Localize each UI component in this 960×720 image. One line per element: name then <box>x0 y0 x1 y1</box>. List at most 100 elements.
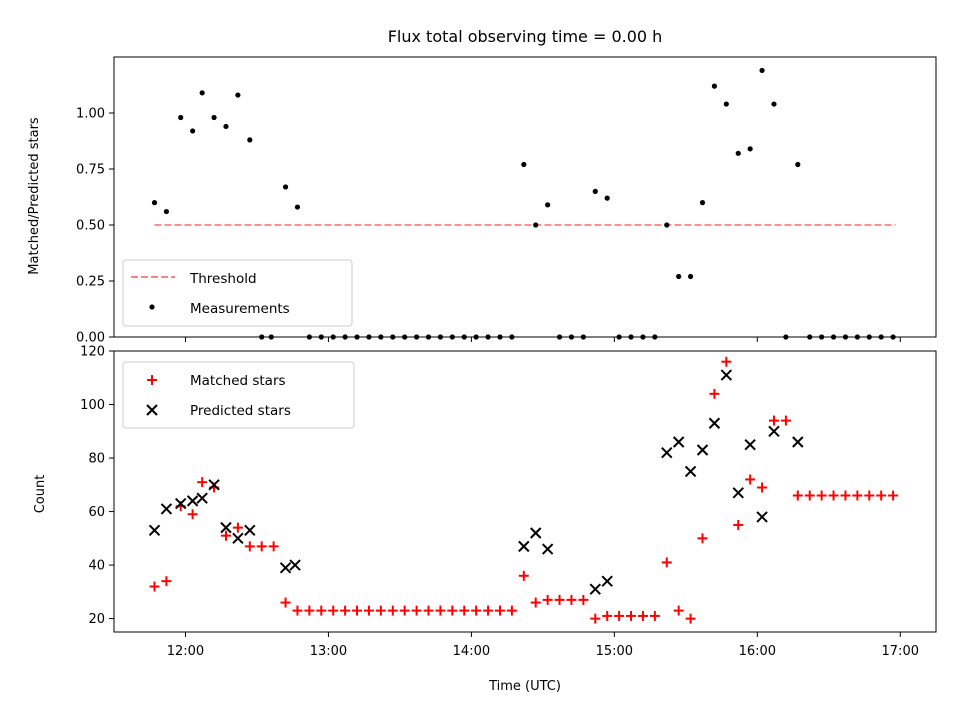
matched-star-point <box>316 605 327 616</box>
bottom-x-tick-label: 14:00 <box>453 644 490 659</box>
matched-star-point <box>768 415 779 426</box>
matched-star-point <box>566 594 577 605</box>
top-y-tick-label: 1.00 <box>76 107 105 122</box>
measurement-point <box>771 101 777 107</box>
matched-star-point <box>232 522 243 533</box>
matched-star-point <box>816 490 827 501</box>
measurement-point <box>747 146 753 152</box>
bottom-x-tick-label: 16:00 <box>739 644 776 659</box>
predicted-star-point <box>696 444 709 456</box>
measurement-point <box>282 184 289 190</box>
bottom-x-tick-label: 15:00 <box>596 644 633 659</box>
matched-star-point <box>554 594 565 605</box>
legend-matched-label: Matched stars <box>190 373 286 389</box>
matched-star-point <box>399 605 410 616</box>
top-x-ticks <box>184 337 901 342</box>
legend-predicted-marker <box>146 404 158 416</box>
matched-star-point <box>542 594 553 605</box>
top-y-tick-label: 0.75 <box>76 163 105 178</box>
measurement-point <box>190 128 196 134</box>
matched-star-point <box>447 605 458 616</box>
predicted-star-point <box>160 503 173 515</box>
legend-measurements-marker <box>149 304 155 310</box>
measurement-point <box>545 202 551 208</box>
predicted-star-point <box>792 436 804 448</box>
matched-star-point <box>187 509 198 520</box>
top-y-tick-label: 0.25 <box>76 275 105 290</box>
matched-star-point <box>161 576 172 587</box>
predicted-star-point <box>768 425 780 437</box>
legend-measurements-label: Measurements <box>190 301 290 317</box>
predicted-star-point <box>530 527 542 539</box>
predicted-star-point <box>208 479 220 491</box>
matched-star-point <box>197 477 208 488</box>
matched-star-point <box>888 490 899 501</box>
matched-star-point <box>423 605 434 616</box>
measurement-point <box>211 114 217 121</box>
bottom-x-tick-label: 12:00 <box>167 644 204 659</box>
matched-star-point <box>804 490 815 501</box>
matched-star-point <box>745 474 756 485</box>
matched-star-point <box>733 519 744 530</box>
matched-star-point <box>840 490 851 501</box>
bottom-y-axis-label: Count <box>33 475 48 514</box>
bottom-y-ticks: 20 40 60 80 100 120 <box>80 345 114 627</box>
predicted-star-point <box>175 497 187 510</box>
predicted-star-point <box>244 524 256 537</box>
bottom-y-tick-label: 120 <box>80 345 105 360</box>
bottom-y-tick-label: 20 <box>88 612 105 627</box>
matched-star-point <box>780 415 791 426</box>
matched-star-point <box>268 541 279 552</box>
matched-star-point <box>375 605 386 616</box>
matched-star-point <box>673 605 684 616</box>
matched-star-point <box>220 530 231 541</box>
predicted-star-point <box>541 543 554 555</box>
bottom-x-tick-label: 17:00 <box>882 644 919 659</box>
bottom-y-tick-label: 40 <box>88 559 105 574</box>
matched-star-point <box>280 597 291 608</box>
measurement-point <box>294 204 301 210</box>
matched-star-point <box>387 605 398 616</box>
matched-star-point <box>852 490 863 501</box>
measurement-point <box>687 273 694 280</box>
matched-star-point <box>256 541 267 552</box>
matched-star-point <box>292 605 303 616</box>
matched-star-point <box>352 605 363 616</box>
matched-star-point <box>328 605 339 616</box>
predicted-star-point <box>518 540 530 553</box>
bottom-x-axis-label: Time (UTC) <box>488 679 561 694</box>
predicted-star-point <box>732 487 744 499</box>
matched-star-point <box>506 605 517 616</box>
top-y-tick-label: 0.50 <box>76 219 105 234</box>
measurement-point <box>723 101 729 107</box>
matched-star-point <box>578 594 589 605</box>
legend-predicted-cross <box>146 404 158 416</box>
matched-star-point <box>828 490 839 501</box>
predicted-star-point <box>720 369 733 381</box>
matched-star-point <box>697 533 708 544</box>
matched-star-point <box>590 613 601 624</box>
matched-star-point <box>304 605 315 616</box>
matched-star-point <box>661 557 672 568</box>
measurement-point <box>235 92 241 98</box>
matched-star-point <box>149 581 160 592</box>
measurement-point <box>199 90 205 96</box>
measurement-point <box>664 222 670 228</box>
matched-star-point <box>649 610 660 621</box>
measurement-point <box>735 150 741 156</box>
top-axes-frame <box>113 56 937 338</box>
bottom-y-tick-label: 100 <box>80 398 105 413</box>
matched-star-point <box>530 597 541 608</box>
predicted-star-point <box>289 559 301 571</box>
bottom-y-tick-label: 60 <box>88 505 105 520</box>
predicted-star-point <box>601 575 613 587</box>
bottom-x-ticks: 12:00 13:00 14:00 15:00 16:00 17:00 <box>167 632 919 659</box>
legend-predicted-label: Predicted stars <box>190 403 291 419</box>
matched-star-point <box>459 605 470 616</box>
measurement-point <box>247 137 253 143</box>
predicted-star-point <box>589 583 601 595</box>
measurement-point <box>759 67 765 74</box>
measurement-point <box>604 195 610 201</box>
measurement-point <box>151 200 158 206</box>
matched-star-point <box>792 490 803 501</box>
